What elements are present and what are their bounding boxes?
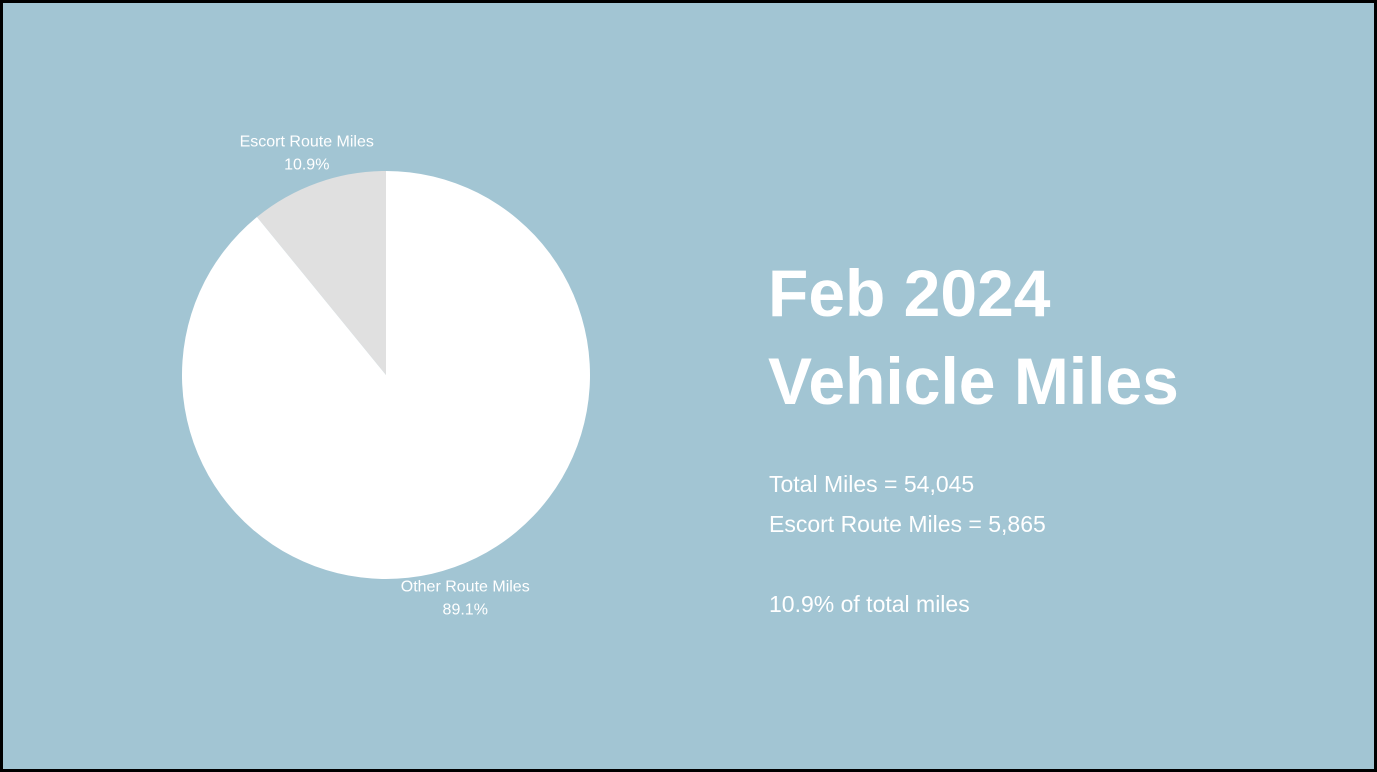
slide-title-line: Feb 2024 (768, 256, 1051, 330)
slice-value-label: 89.1% (443, 601, 488, 618)
body-text: Escort Route Miles = 5,865 (769, 511, 1046, 537)
pie-slice (182, 171, 590, 579)
slice-value-label: 10.9% (284, 157, 329, 174)
body-text: 10.9% of total miles (769, 591, 970, 617)
pie-slice (256, 171, 386, 375)
slide-title-line: Vehicle Miles (768, 344, 1179, 418)
slice-category-label: Other Route Miles (401, 578, 530, 595)
slice-category-label: Escort Route Miles (240, 134, 374, 151)
body-text: Total Miles = 54,045 (769, 471, 974, 497)
